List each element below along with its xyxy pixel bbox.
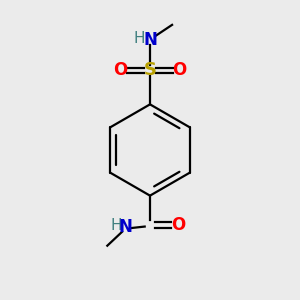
Text: H: H bbox=[110, 218, 122, 232]
Text: S: S bbox=[143, 61, 157, 80]
Text: O: O bbox=[172, 61, 187, 80]
Text: H: H bbox=[133, 31, 145, 46]
Text: N: N bbox=[143, 31, 157, 49]
Text: N: N bbox=[118, 218, 132, 236]
Text: O: O bbox=[113, 61, 128, 80]
Text: O: O bbox=[171, 216, 185, 234]
